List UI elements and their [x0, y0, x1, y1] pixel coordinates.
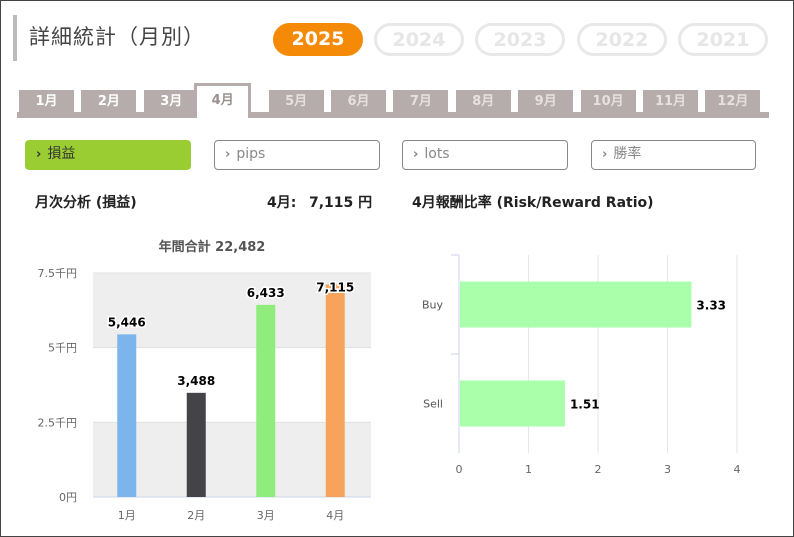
current-month-value: 7,115 円 — [309, 195, 373, 211]
chart-title: 年間合計 22,482 — [159, 239, 266, 255]
month-tab-strip — [17, 112, 769, 118]
y-tick-label: 2.5千円 — [38, 416, 78, 429]
month-tab-7[interactable]: 8月 — [455, 90, 511, 114]
metric-button-0[interactable]: › 損益 — [25, 140, 191, 170]
month-tab-8[interactable]: 9月 — [518, 90, 574, 114]
month-tab-3[interactable]: 4月 — [194, 83, 252, 118]
bar-value-label: 1.51 — [570, 398, 600, 412]
x-tick-label: 0 — [456, 463, 463, 476]
month-tab-0[interactable]: 1月 — [19, 90, 74, 114]
x-tick-label: 1月 — [118, 509, 136, 522]
x-tick-label: 1 — [525, 463, 532, 476]
metric-label: pips — [236, 146, 266, 162]
month-tab-5[interactable]: 6月 — [331, 90, 386, 114]
risk-reward-chart: 0 1 2 3 4 Buy 3.33 Sell 1.51 — [422, 254, 741, 476]
y-tick-label: Sell — [423, 398, 443, 411]
metric-label: 勝率 — [613, 146, 642, 162]
year-pill-2[interactable]: 2023 — [475, 23, 565, 56]
chevron-right-icon: › — [413, 147, 419, 162]
page-title: 詳細統計（月別） — [13, 15, 205, 61]
metric-label: lots — [424, 146, 450, 162]
month-tab-9[interactable]: 10月 — [580, 90, 636, 114]
metric-label: 損益 — [47, 146, 76, 162]
bar-value-label: 5,446 — [108, 315, 146, 329]
y-tick-label: 7.5千円 — [38, 267, 78, 280]
year-pill-4[interactable]: 2021 — [678, 23, 768, 56]
month-tab-10[interactable]: 11月 — [643, 90, 698, 114]
y-tick-label: 0円 — [59, 491, 77, 504]
bar-1月 — [117, 334, 137, 497]
bar-3月 — [256, 304, 276, 497]
year-pill-1[interactable]: 2024 — [374, 23, 464, 56]
x-tick-label: 4 — [734, 463, 741, 476]
metric-button-1[interactable]: › pips — [214, 140, 380, 170]
page-title-text: 詳細統計（月別） — [29, 25, 205, 49]
bar-4月 — [325, 284, 345, 497]
metric-button-2[interactable]: › lots — [402, 140, 568, 170]
bar-sell — [460, 380, 565, 427]
bar-2月 — [186, 392, 206, 497]
year-pill-0[interactable]: 2025 — [273, 23, 363, 56]
bar-buy — [460, 281, 692, 328]
month-tab-2[interactable]: 3月 — [143, 90, 199, 114]
chevron-right-icon: › — [225, 147, 231, 162]
month-tab-11[interactable]: 12月 — [705, 90, 761, 114]
bar-value-label: 3.33 — [696, 299, 726, 313]
grid-band — [93, 422, 371, 497]
bar-value-label: 3,488 — [177, 374, 215, 388]
monthly-pl-chart: 年間合計 22,482 0円 2.5千円 5千円 7.5千円 5,446 1月 3,488 2月… — [38, 239, 371, 522]
y-tick-label: 5千円 — [48, 342, 77, 355]
month-tab-4[interactable]: 5月 — [268, 90, 324, 114]
monthly-analysis-heading: 月次分析 (損益) — [35, 195, 137, 211]
x-tick-label: 2 — [595, 463, 602, 476]
x-tick-label: 2月 — [187, 509, 205, 522]
bar-value-label: 7,115 — [316, 280, 354, 294]
x-tick-label: 3月 — [257, 509, 275, 522]
current-month-label: 4月: — [267, 195, 297, 211]
year-pill-3[interactable]: 2022 — [577, 23, 667, 56]
chevron-right-icon: › — [602, 147, 608, 162]
y-tick-label: Buy — [422, 299, 444, 312]
metric-button-3[interactable]: › 勝率 — [591, 140, 756, 170]
month-tab-1[interactable]: 2月 — [81, 90, 137, 114]
x-tick-label: 4月 — [326, 509, 344, 522]
grid-band — [93, 273, 371, 348]
x-tick-label: 3 — [664, 463, 671, 476]
chevron-right-icon: › — [36, 147, 42, 162]
bar-value-label: 6,433 — [247, 286, 285, 300]
month-tab-6[interactable]: 7月 — [393, 90, 449, 114]
ratio-heading: 4月報酬比率 (Risk/Reward Ratio) — [412, 195, 654, 211]
